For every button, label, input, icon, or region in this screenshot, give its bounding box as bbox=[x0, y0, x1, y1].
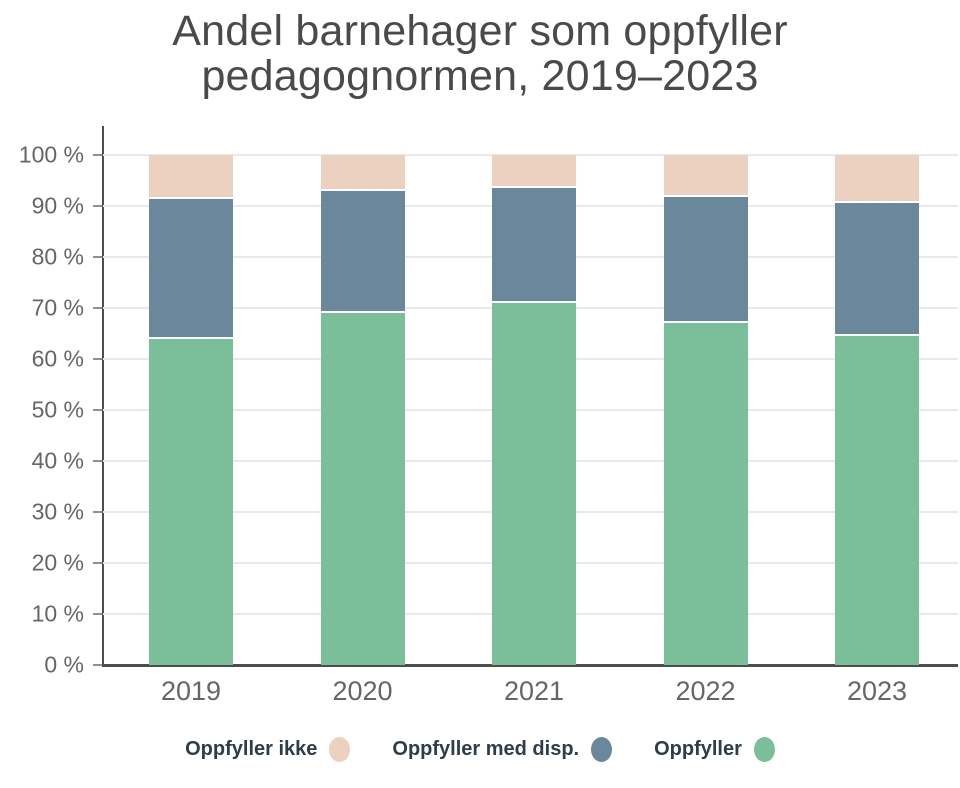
y-tick-80 bbox=[93, 256, 102, 258]
bar-2020-segment-oppfyller-ikke bbox=[320, 155, 405, 191]
y-tick-50 bbox=[93, 409, 102, 411]
bar-2022-segment-oppfyller bbox=[663, 323, 748, 665]
y-axis-label-80: 80 % bbox=[31, 243, 84, 270]
y-tick-100 bbox=[93, 154, 102, 156]
y-tick-60 bbox=[93, 358, 102, 360]
x-axis-label-2020: 2020 bbox=[332, 676, 393, 706]
y-axis-label-70: 70 % bbox=[31, 294, 84, 321]
y-tick-90 bbox=[93, 205, 102, 207]
x-axis-labels: 2019 2020 2021 2022 2023 bbox=[103, 676, 958, 710]
y-tick-20 bbox=[93, 562, 102, 564]
bar-2023-segment-oppfyller bbox=[835, 336, 919, 665]
x-axis-label-2023: 2023 bbox=[846, 676, 908, 706]
bar-2020 bbox=[320, 155, 405, 665]
bar-2019-segment-oppfyller-med-disp bbox=[149, 199, 233, 339]
y-tick-0 bbox=[93, 664, 102, 666]
bar-2023-segment-oppfyller-ikke bbox=[835, 155, 919, 203]
y-tick-70 bbox=[93, 307, 102, 309]
legend-marker-oppfyller-med-disp-icon bbox=[591, 737, 613, 762]
y-axis-label-40: 40 % bbox=[31, 447, 84, 474]
x-axis-label-2021: 2021 bbox=[503, 676, 565, 706]
legend-label-oppfyller-ikke: Oppfyller ikke bbox=[185, 738, 318, 760]
bar-2021-segment-oppfyller-med-disp bbox=[492, 188, 576, 303]
legend-marker-oppfyller-ikke-icon bbox=[329, 737, 351, 762]
y-axis-label-50: 50 % bbox=[31, 396, 84, 423]
y-axis-label-100: 100 % bbox=[18, 141, 84, 168]
y-axis-label-10: 10 % bbox=[31, 600, 84, 627]
y-tick-30 bbox=[93, 511, 102, 513]
bar-2022-segment-oppfyller-med-disp bbox=[663, 197, 748, 323]
bar-2020-segment-oppfyller-med-disp bbox=[320, 191, 405, 313]
chart-title-line1: Andel barnehager som oppfyller bbox=[172, 7, 788, 55]
bar-2019-segment-oppfyller-ikke bbox=[149, 155, 233, 199]
legend-item-oppfyller-med-disp: Oppfyller med disp. bbox=[392, 737, 613, 762]
legend-label-oppfyller: Oppfyller bbox=[654, 738, 742, 760]
y-axis-labels: 0 % 10 % 20 % 30 % 40 % 50 % 60 % 70 % 80 % 90 % 1… bbox=[0, 142, 86, 678]
bar-2023-segment-oppfyller-med-disp bbox=[835, 203, 919, 336]
bar-2023 bbox=[835, 155, 919, 665]
legend-item-oppfyller-ikke: Oppfyller ikke bbox=[185, 737, 351, 762]
bar-2019-segment-oppfyller bbox=[149, 339, 233, 665]
bar-2022 bbox=[663, 155, 748, 665]
y-axis-label-30: 30 % bbox=[31, 498, 84, 525]
y-axis-label-60: 60 % bbox=[31, 345, 84, 372]
legend-label-oppfyller-med-disp: Oppfyller med disp. bbox=[392, 738, 580, 760]
y-tick-40 bbox=[93, 460, 102, 462]
x-axis-line bbox=[102, 664, 958, 667]
bar-2021 bbox=[492, 155, 576, 665]
y-axis-label-90: 90 % bbox=[31, 192, 84, 219]
legend: Oppfyller ikke Oppfyller med disp. Oppfyll… bbox=[0, 737, 960, 762]
bar-2022-segment-oppfyller-ikke bbox=[663, 155, 748, 197]
bar-2019 bbox=[149, 155, 233, 665]
y-axis-label-20: 20 % bbox=[31, 549, 84, 576]
bar-2021-segment-oppfyller-ikke bbox=[492, 155, 576, 188]
chart-title: Andel barnehager som oppfyller pedagogno… bbox=[0, 9, 960, 99]
legend-marker-oppfyller-icon bbox=[753, 737, 775, 762]
y-axis-label-0: 0 % bbox=[44, 651, 84, 678]
chart-title-line2: pedagognormen, 2019–2023 bbox=[201, 52, 759, 100]
plot-area bbox=[103, 154, 958, 665]
x-axis-label-2022: 2022 bbox=[675, 676, 736, 706]
y-tick-10 bbox=[93, 613, 102, 615]
x-axis-label-2019: 2019 bbox=[160, 676, 222, 706]
bar-2021-segment-oppfyller bbox=[492, 303, 576, 665]
bar-2020-segment-oppfyller bbox=[320, 313, 405, 665]
y-axis-line bbox=[102, 126, 104, 666]
legend-item-oppfyller: Oppfyller bbox=[654, 737, 775, 762]
